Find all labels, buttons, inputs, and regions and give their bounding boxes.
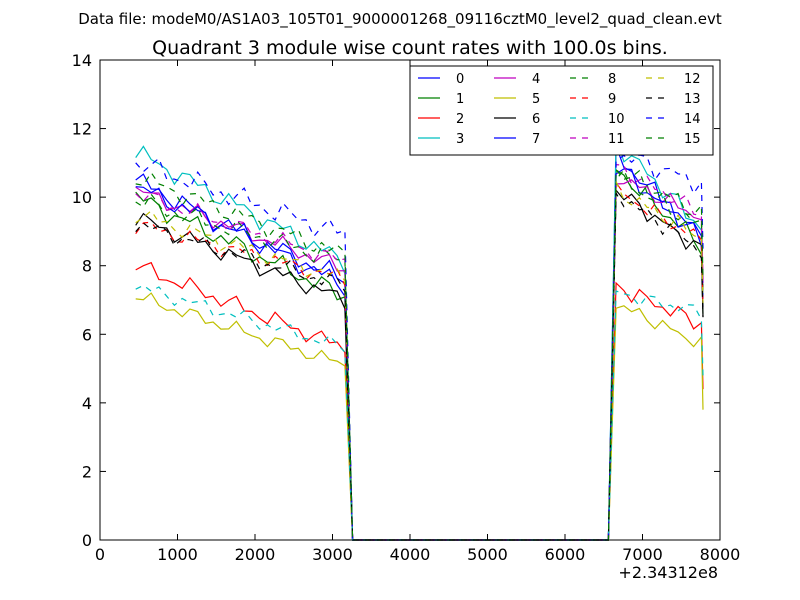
series-line-4 (135, 179, 704, 541)
series-line-2 (135, 261, 704, 541)
x-tick-label: 2000 (235, 545, 276, 564)
y-tick-label: 12 (72, 120, 92, 139)
legend-label-11: 11 (608, 132, 625, 147)
legend-label-9: 9 (608, 92, 616, 107)
y-tick-label: 2 (82, 462, 92, 481)
y-tick-label: 10 (72, 188, 92, 207)
legend-label-2: 2 (456, 112, 464, 127)
y-tick-label: 0 (82, 531, 92, 550)
plot-lines (135, 137, 704, 541)
legend-frame (409, 65, 714, 156)
legend-label-10: 10 (608, 112, 625, 127)
series-line-3 (135, 137, 704, 541)
legend-label-8: 8 (608, 72, 616, 87)
x-tick-label: 5000 (467, 545, 508, 564)
series-line-13 (135, 191, 704, 541)
x-tick-label: 0 (95, 545, 105, 564)
x-tick-label: 7000 (622, 545, 663, 564)
legend-label-15: 15 (684, 132, 701, 147)
series-line-12 (135, 181, 704, 541)
x-offset-label: +2.34312e8 (618, 563, 718, 582)
series-line-9 (135, 180, 704, 541)
series-line-5 (135, 292, 704, 541)
legend-label-6: 6 (532, 112, 540, 127)
series-line-14 (135, 154, 704, 541)
legend-label-12: 12 (684, 72, 701, 87)
x-tick-label: 1000 (157, 545, 198, 564)
legend-label-3: 3 (456, 132, 464, 147)
x-tick-label: 4000 (390, 545, 431, 564)
y-tick-label: 6 (82, 325, 92, 344)
series-line-15 (135, 168, 704, 541)
x-axis: 0 1000 2000 3000 4000 5000 6000 7000 8000 (95, 60, 740, 564)
legend-label-7: 7 (532, 132, 540, 147)
x-tick-label: 3000 (312, 545, 353, 564)
legend-label-14: 14 (684, 112, 701, 127)
legend-label-1: 1 (456, 92, 464, 107)
series-line-11 (135, 163, 704, 541)
legend-label-13: 13 (684, 92, 701, 107)
series-line-6 (135, 188, 704, 541)
y-tick-label: 14 (72, 51, 92, 70)
legend-label-0: 0 (456, 72, 464, 87)
series-line-1 (135, 168, 704, 541)
y-tick-label: 8 (82, 257, 92, 276)
y-tick-label: 4 (82, 394, 92, 413)
legend-label-5: 5 (532, 92, 540, 107)
chart-suptitle: Data file: modeM0/AS1A03_105T01_90000012… (78, 10, 722, 29)
chart-title: Quadrant 3 module wise count rates with … (152, 37, 668, 59)
legend-label-4: 4 (532, 72, 540, 87)
series-line-10 (135, 284, 704, 541)
x-tick-label: 8000 (700, 545, 741, 564)
series-line-8 (135, 168, 704, 541)
x-tick-label: 6000 (545, 545, 586, 564)
